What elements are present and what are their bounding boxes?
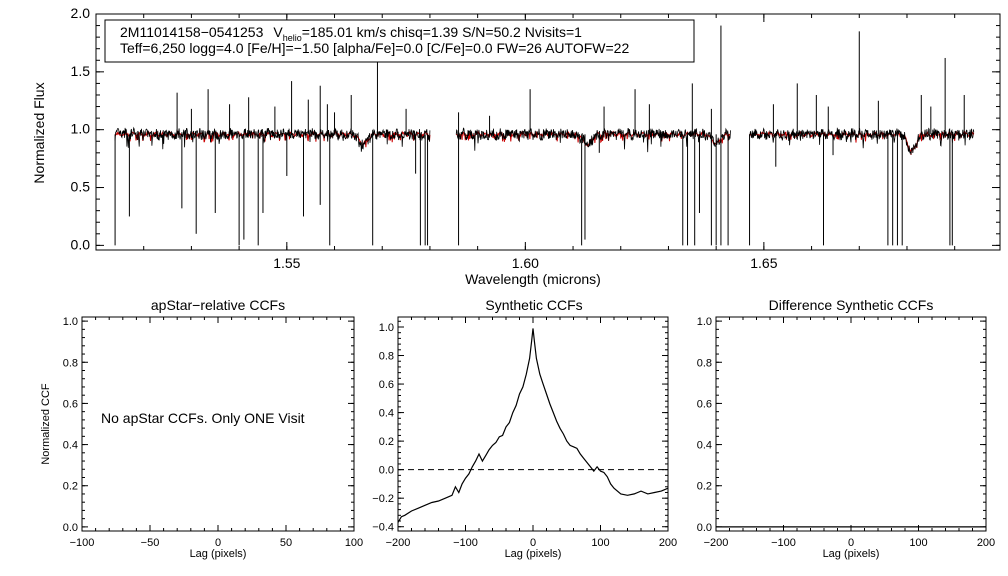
apstar-ccf-y-tick-label: 0.8: [63, 357, 78, 369]
difference-ccf-y-tick-label: 1.0: [697, 316, 712, 328]
apstar-ccf-x-tick-label: 100: [345, 537, 363, 549]
synthetic-ccf-y-tick-label: 0.8: [379, 351, 394, 363]
apstar-ccf-y-tick-label: 0.4: [63, 440, 78, 452]
synthetic-ccf-x-axis-label: Lag (pixels): [505, 548, 562, 560]
difference-ccf-frame: [715, 316, 987, 532]
difference-ccf-x-tick-labels: −200 −100 0 100 200: [704, 537, 996, 549]
info-line-2: Teff=6,250 logg=4.0 [Fe/H]=−1.50 [alpha/…: [120, 40, 629, 56]
spectrum-y-tick-label: 2.0: [71, 5, 91, 21]
info-vhelio-stats: =185.01 km/s chisq=1.39 S/N=50.2 Nvisits…: [302, 24, 582, 40]
apstar-ccf-x-tick-label: 50: [280, 537, 292, 549]
spectrum-plot: 1.55 1.60 1.65 0.0 0.5 1.0 1.5 2.0 Wavel…: [31, 5, 1001, 287]
apstar-ccf-y-tick-label: 1.0: [63, 316, 78, 328]
info-box-frame: [104, 19, 695, 63]
spectrum-x-axis-label: Wavelength (microns): [465, 271, 601, 287]
apstar-ccf-y-tick-labels: 0.0 0.2 0.4 0.6 0.8 1.0: [63, 316, 78, 534]
synthetic-ccf-x-tick-label: −200: [386, 537, 411, 549]
spectrum-y-tick-label: 1.0: [71, 121, 91, 137]
synthetic-ccf-y-tick-label: 0.4: [379, 408, 394, 420]
info-line-1: 2M11014158−0541253 Vhelio=185.01 km/s chi…: [120, 24, 582, 43]
difference-ccf-y-tick-label: 0.8: [697, 357, 712, 369]
synthetic-ccf-y-tick-labels: −0.4 −0.2 0.0 0.2 0.4 0.6 0.8 1.0: [372, 322, 394, 534]
difference-ccf-x-tick-label: −200: [704, 537, 729, 549]
apstar-ccf-x-axis-label: Lag (pixels): [190, 548, 247, 560]
apstar-ccf-x-tick-label: 0: [215, 537, 221, 549]
spectrum-observed-trace: [749, 127, 975, 155]
apstar-ccf-y-tick-label: 0.6: [63, 398, 78, 410]
synthetic-ccf-curve: [397, 328, 669, 523]
spectrum-x-tick-label: 1.55: [273, 255, 300, 271]
difference-ccf-x-tick-label: 0: [848, 537, 854, 549]
info-vhelio-symbol: V: [273, 24, 283, 40]
spectrum-x-tick-label: 1.60: [512, 255, 539, 271]
info-star-id: 2M11014158−0541253: [120, 24, 264, 40]
difference-ccf-title: Difference Synthetic CCFs: [769, 297, 934, 313]
spectrum-info-box: 2M11014158−0541253 Vhelio=185.01 km/s chi…: [104, 19, 695, 63]
synthetic-ccf-x-tick-label: −100: [453, 537, 478, 549]
apstar-ccf-x-tick-label: −50: [141, 537, 160, 549]
apstar-ccf-x-tick-label: −100: [70, 537, 95, 549]
synthetic-ccf-y-tick-label: −0.2: [372, 493, 394, 505]
difference-ccf-y-tick-label: 0.6: [697, 398, 712, 410]
synthetic-ccf-plot: Synthetic CCFs −200 −100 0 100 200 −0.4 …: [372, 297, 677, 560]
apstar-ccf-y-axis-label: Normalized CCF: [40, 383, 52, 465]
apstar-ccf-axis-ticks: [81, 317, 355, 531]
synthetic-ccf-y-tick-label: 0.2: [379, 436, 394, 448]
spectrum-observed-trace: [455, 127, 731, 153]
apstar-ccf-y-tick-label: 0.2: [63, 481, 78, 493]
spectrum-x-tick-label: 1.65: [750, 255, 777, 271]
spectrum-observed-trace: [114, 126, 431, 152]
apstar-ccf-note: No apStar CCFs. Only ONE Visit: [101, 410, 305, 426]
spectrum-y-axis-label: Normalized Flux: [31, 82, 47, 183]
synthetic-ccf-y-tick-label: 0.0: [379, 465, 394, 477]
synthetic-ccf-y-tick-label: 1.0: [379, 322, 394, 334]
difference-ccf-axis-ticks: [715, 317, 987, 531]
spectrum-y-tick-label: 1.5: [71, 63, 91, 79]
apstar-ccf-plot: apStar−relative CCFs −100 −50 0 50 100 0…: [40, 297, 363, 560]
apstar-ccf-y-tick-label: 0.0: [63, 522, 78, 534]
synthetic-ccf-x-tick-label: 200: [659, 537, 677, 549]
synthetic-ccf-x-tick-label: 100: [591, 537, 609, 549]
spectrum-frame: [95, 13, 1001, 251]
spectrum-y-tick-label: 0.5: [71, 179, 91, 195]
difference-ccf-x-tick-label: −100: [771, 537, 796, 549]
difference-ccf-x-tick-label: 100: [909, 537, 927, 549]
synthetic-ccf-x-tick-label: 0: [530, 537, 536, 549]
synthetic-ccf-y-tick-label: 0.6: [379, 379, 394, 391]
synthetic-ccf-axis-ticks: [397, 317, 669, 531]
difference-ccf-plot: Difference Synthetic CCFs −200 −100 0 10…: [697, 297, 995, 560]
synthetic-ccf-x-tick-labels: −200 −100 0 100 200: [386, 537, 678, 549]
spectrum-x-tick-labels: 1.55 1.60 1.65: [273, 255, 778, 271]
difference-ccf-y-tick-label: 0.0: [697, 522, 712, 534]
spectrum-data: [114, 25, 975, 246]
difference-ccf-x-tick-label: 200: [977, 537, 995, 549]
difference-ccf-y-tick-label: 0.4: [697, 440, 712, 452]
spectrum-y-tick-labels: 0.0 0.5 1.0 1.5 2.0: [71, 5, 91, 252]
difference-ccf-y-tick-labels: 0.0 0.2 0.4 0.6 0.8 1.0: [697, 316, 712, 534]
difference-ccf-x-axis-label: Lag (pixels): [823, 548, 880, 560]
synthetic-ccf-y-tick-label: −0.4: [372, 522, 394, 534]
info-vhelio-subscript: helio: [283, 33, 302, 43]
apstar-ccf-title: apStar−relative CCFs: [151, 297, 285, 313]
apstar-ccf-x-tick-labels: −100 −50 0 50 100: [70, 537, 364, 549]
spectrum-y-tick-label: 0.0: [71, 236, 91, 252]
difference-ccf-y-tick-label: 0.2: [697, 481, 712, 493]
synthetic-ccf-frame: [397, 316, 669, 532]
synthetic-ccf-title: Synthetic CCFs: [485, 297, 582, 313]
